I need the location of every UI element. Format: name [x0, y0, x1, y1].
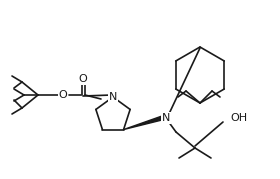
- Polygon shape: [123, 116, 162, 130]
- Text: OH: OH: [230, 113, 248, 123]
- Text: N: N: [109, 92, 117, 102]
- Text: O: O: [79, 74, 87, 84]
- Text: O: O: [59, 90, 67, 100]
- Text: N: N: [162, 113, 170, 123]
